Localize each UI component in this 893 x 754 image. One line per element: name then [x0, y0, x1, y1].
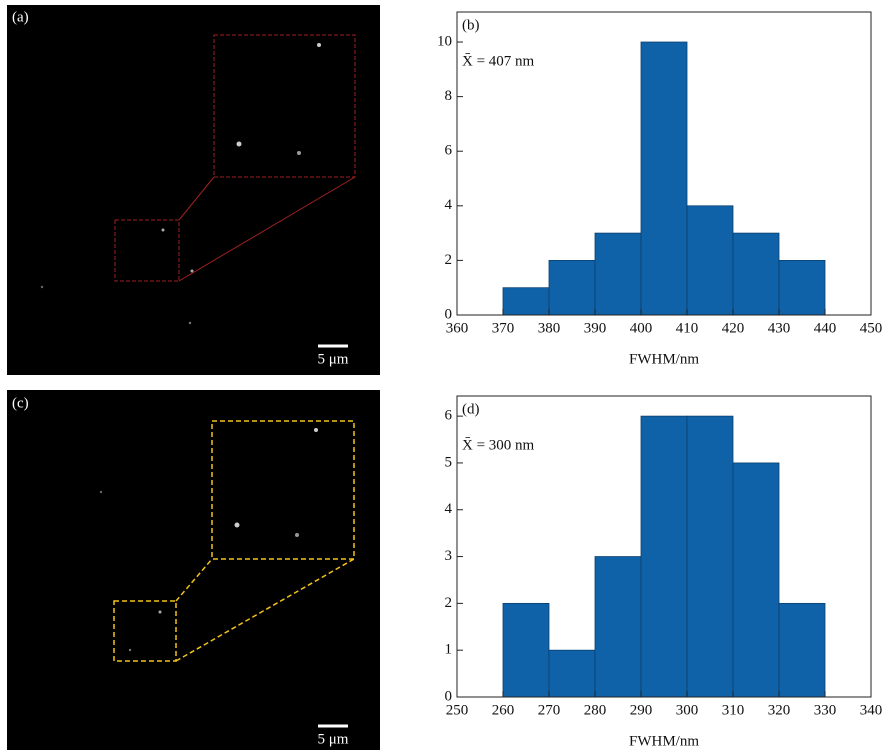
connector: [178, 176, 215, 221]
micrograph: [7, 390, 380, 750]
bar: [640, 415, 688, 698]
zoom-box: [211, 420, 355, 560]
bar: [640, 41, 688, 316]
bar: [686, 415, 734, 698]
spot: [234, 522, 240, 528]
x-tick-label: 410: [676, 320, 699, 336]
spot: [295, 533, 299, 537]
panel-label: (d): [462, 401, 480, 417]
x-tick-label: 270: [538, 702, 561, 718]
y-tick-label: 10: [437, 33, 452, 49]
spot: [161, 228, 165, 232]
x-tick-label: 330: [814, 702, 837, 718]
x-tick-label: 440: [814, 320, 837, 336]
micrograph: [7, 5, 380, 375]
y-tick-label: 2: [445, 595, 453, 611]
y-tick-label: 0: [445, 688, 453, 704]
spot: [190, 269, 194, 273]
x-tick-label: 250: [446, 702, 469, 718]
scale-bar-label: 5 μm: [318, 731, 349, 747]
spot: [317, 43, 321, 47]
x-tick-label: 340: [860, 702, 883, 718]
annotation: X̄ = 407 nm: [462, 53, 535, 69]
plot-frame: [456, 395, 872, 698]
spot: [99, 490, 103, 494]
spot: [40, 285, 44, 289]
panel-label: (b): [462, 17, 480, 33]
bar: [778, 602, 826, 698]
x-tick-label: 420: [722, 320, 745, 336]
zoom-box: [114, 219, 180, 282]
spot: [236, 141, 242, 147]
image-c: (c) 5 μm: [7, 390, 380, 750]
x-tick-label: 290: [630, 702, 653, 718]
bar: [594, 232, 642, 316]
panel-label: (c): [12, 395, 29, 411]
spot: [297, 151, 301, 155]
spot: [158, 610, 162, 614]
x-tick-label: 360: [446, 320, 469, 336]
plot-frame: [456, 11, 872, 316]
x-axis-label: FWHM/nm: [629, 733, 699, 749]
x-tick-label: 320: [768, 702, 791, 718]
bar: [548, 260, 596, 316]
y-tick-label: 3: [445, 548, 453, 564]
bar: [502, 287, 550, 316]
bar: [732, 462, 780, 698]
bar: [732, 232, 780, 316]
x-tick-label: 280: [584, 702, 607, 718]
x-tick-label: 450: [860, 320, 883, 336]
y-tick-label: 0: [445, 306, 453, 322]
bar: [686, 205, 734, 316]
y-tick-label: 1: [445, 642, 453, 658]
spot: [314, 428, 318, 432]
annotation: X̄ = 300 nm: [462, 437, 535, 453]
spot: [188, 321, 192, 325]
x-tick-label: 430: [768, 320, 791, 336]
y-tick-label: 2: [445, 252, 453, 268]
connector: [175, 558, 213, 602]
bar: [502, 602, 550, 698]
zoom-box: [113, 600, 177, 662]
x-tick-label: 300: [676, 702, 699, 718]
zoom-box: [213, 34, 356, 178]
x-tick-label: 260: [492, 702, 515, 718]
y-tick-label: 6: [445, 408, 453, 424]
y-tick-label: 4: [445, 501, 453, 517]
x-tick-label: 380: [538, 320, 561, 336]
x-tick-label: 390: [584, 320, 607, 336]
x-tick-label: 400: [630, 320, 653, 336]
x-axis-label: FWHM/nm: [629, 351, 699, 367]
panel-label: (a): [12, 9, 29, 25]
connector: [178, 176, 356, 282]
bar: [778, 260, 826, 316]
y-tick-label: 5: [445, 454, 453, 470]
bar: [594, 556, 642, 698]
x-tick-label: 370: [492, 320, 515, 336]
bar: [548, 649, 596, 698]
y-tick-label: 4: [445, 197, 453, 213]
connector: [175, 558, 355, 662]
y-tick-label: 8: [445, 88, 453, 104]
scale-bar-label: 5 μm: [318, 351, 349, 367]
image-a: (a) 5 μm: [7, 5, 380, 375]
x-tick-label: 310: [722, 702, 745, 718]
spot: [128, 648, 132, 652]
y-tick-label: 6: [445, 143, 453, 159]
